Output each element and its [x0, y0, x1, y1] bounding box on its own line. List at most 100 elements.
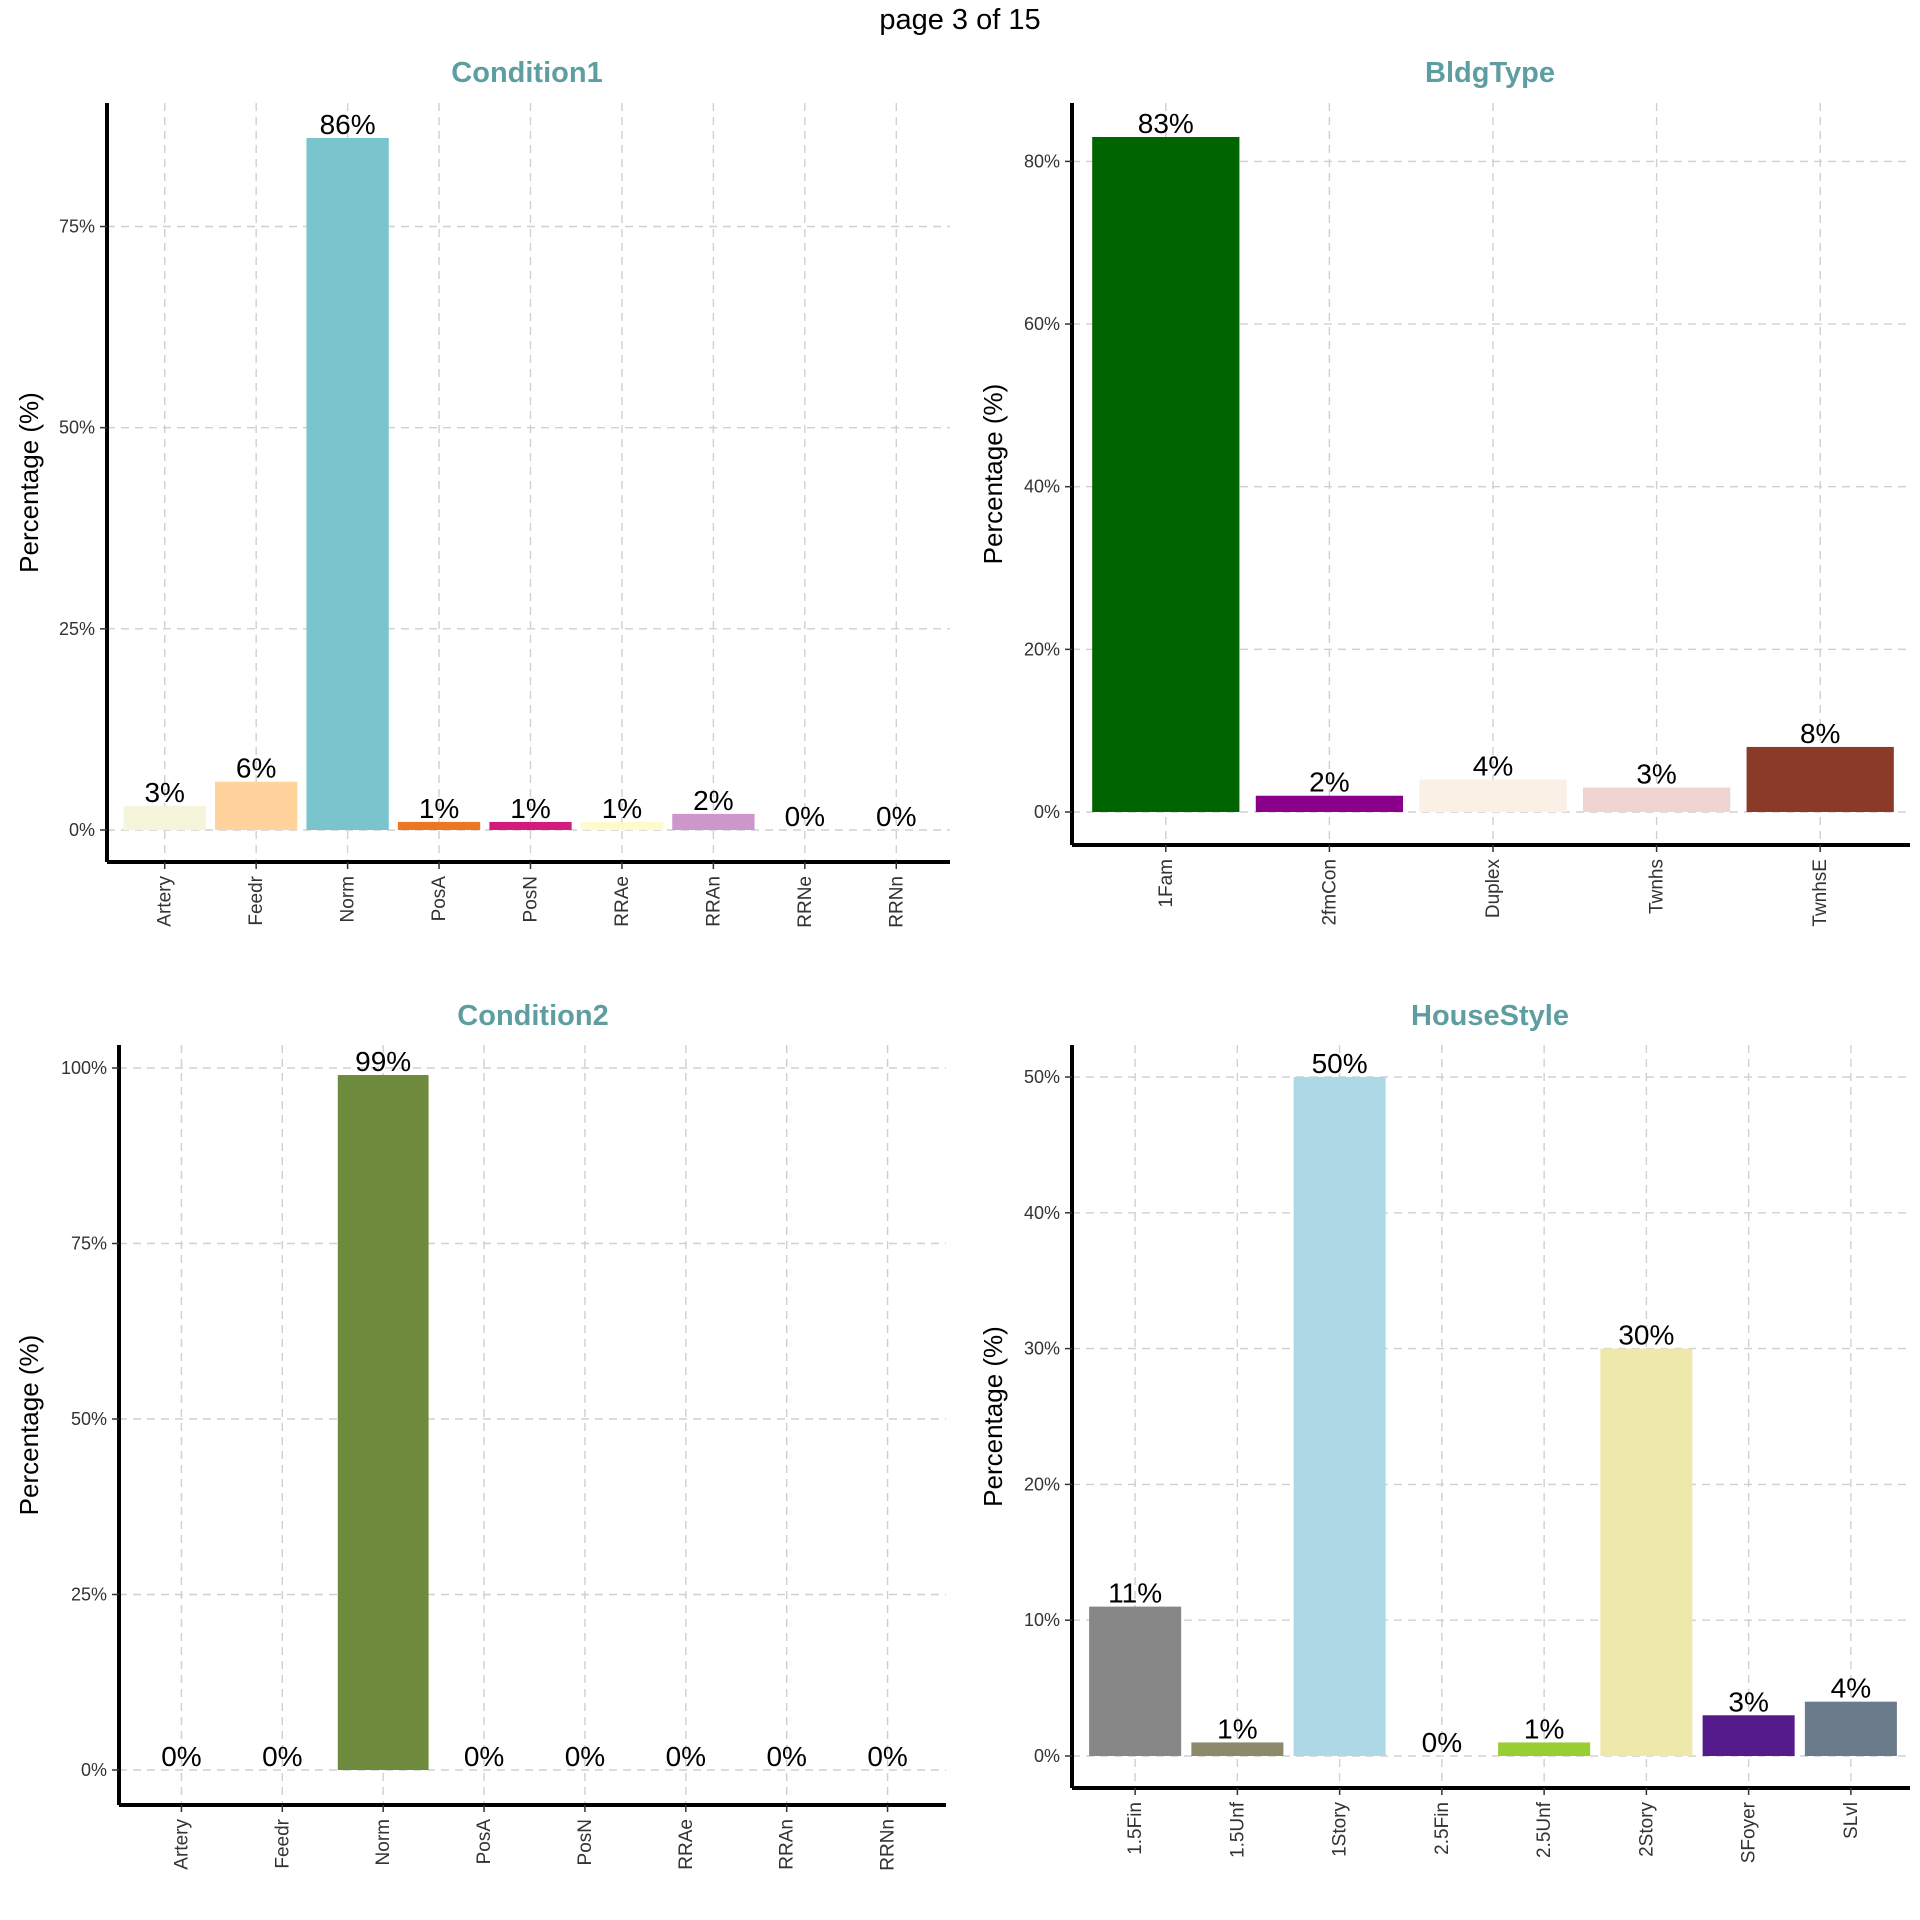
bar-duplex — [1419, 779, 1567, 812]
y-tick-label: 25% — [59, 619, 95, 639]
x-tick-label: PosA — [429, 876, 450, 922]
x-tick-label: RRNn — [878, 1819, 899, 1871]
bar-feedr — [215, 781, 298, 830]
chart-title: Condition2 — [457, 1000, 608, 1032]
data-label: 99% — [355, 1046, 411, 1077]
data-label: 0% — [876, 801, 916, 832]
bar-1fam — [1092, 137, 1240, 812]
x-tick-label: Norm — [373, 1819, 394, 1865]
y-axis-label: Percentage (%) — [978, 384, 1008, 565]
bar-rran — [672, 813, 755, 830]
y-tick-label: 75% — [71, 1234, 107, 1254]
y-tick-label: 50% — [71, 1409, 107, 1429]
y-axis-label: Percentage (%) — [978, 1326, 1008, 1507]
y-tick-label: 60% — [1024, 314, 1060, 334]
chart-panel-bldgtype: 83% 2% 4% 3% 8% 0% 20% 40% 60% 80% 1Fam 2fmCon Duple… — [978, 57, 1910, 927]
x-tick-label: Artery — [171, 1819, 192, 1870]
y-tick-label: 100% — [61, 1058, 107, 1078]
page-title: page 3 of 15 — [879, 4, 1041, 36]
data-label: 0% — [766, 1741, 806, 1772]
x-tick-label: 1Story — [1330, 1802, 1351, 1857]
x-tick-label: PosA — [474, 1819, 495, 1865]
data-label: 2% — [693, 785, 733, 816]
y-tick-label: 30% — [1024, 1339, 1060, 1359]
x-tick-label: 2.5Unf — [1534, 1801, 1555, 1858]
data-label: 1% — [602, 793, 642, 824]
data-label: 3% — [1636, 759, 1676, 790]
x-tick-label: 2Story — [1636, 1802, 1657, 1857]
y-tick-label: 0% — [81, 1760, 107, 1780]
x-tick-label: RRNe — [795, 876, 816, 928]
x-tick-label: Artery — [155, 876, 176, 927]
y-tick-label: 40% — [1024, 477, 1060, 497]
y-tick-label: 25% — [71, 1585, 107, 1605]
data-label: 0% — [464, 1741, 504, 1772]
y-tick-label: 10% — [1024, 1610, 1060, 1630]
y-tick-label: 80% — [1024, 151, 1060, 171]
x-tick-label: PosN — [521, 876, 542, 922]
data-label: 1% — [419, 793, 459, 824]
x-tick-label: RRNn — [886, 876, 907, 928]
x-tick-label: Twnhs — [1647, 859, 1668, 914]
bar-norm — [337, 1075, 429, 1770]
chart-title: BldgType — [1425, 57, 1555, 89]
data-label: 1% — [1524, 1713, 1564, 1744]
y-axis-label: Percentage (%) — [14, 1335, 44, 1516]
x-tick-label: RRAe — [676, 1819, 697, 1870]
x-tick-label: 2.5Fin — [1432, 1802, 1453, 1855]
x-tick-label: SLvl — [1841, 1802, 1862, 1839]
y-tick-label: 75% — [59, 217, 95, 237]
data-label: 0% — [262, 1741, 302, 1772]
bar-2fmcon — [1255, 795, 1404, 812]
data-label: 4% — [1831, 1673, 1871, 1704]
chart-title: Condition1 — [451, 57, 602, 89]
bar-2story — [1600, 1348, 1693, 1756]
chart-panel-housestyle: 11% 1% 50% 0% 1% 30% 3% 4% 0% 10% 20% 30% 40% 50% 1.5F… — [978, 1000, 1910, 1863]
data-label: 2% — [1309, 767, 1349, 798]
x-tick-label: Feedr — [272, 1818, 293, 1868]
data-label: 0% — [666, 1741, 706, 1772]
data-label: 83% — [1138, 108, 1194, 139]
data-label: 0% — [565, 1741, 605, 1772]
bar-posa — [397, 821, 481, 830]
x-tick-label: 1Fam — [1156, 859, 1177, 908]
data-label: 4% — [1473, 750, 1513, 781]
x-tick-label: Norm — [338, 876, 359, 922]
data-label: 50% — [1312, 1048, 1368, 1079]
bar-rrae — [580, 821, 664, 830]
x-tick-label: 1.5Fin — [1125, 1802, 1146, 1855]
x-tick-label: 1.5Unf — [1227, 1801, 1248, 1858]
bar-norm — [306, 138, 389, 830]
x-tick-label: 2fmCon — [1319, 859, 1340, 926]
bar-1story — [1293, 1077, 1386, 1756]
y-tick-label: 50% — [59, 418, 95, 438]
x-tick-label: TwnhsE — [1810, 859, 1831, 927]
chart-panel-condition2: 0% 0% 99% 0% 0% 0% 0% 0% 0% 25% 50% 75% 100% Artery Fe… — [14, 1000, 946, 1871]
x-tick-label: PosN — [575, 1819, 596, 1865]
x-tick-label: Feedr — [246, 875, 267, 925]
bar-twnhs — [1582, 787, 1731, 812]
data-label: 0% — [867, 1741, 907, 1772]
chart-panel-condition1: 3% 6% 86% 1% 1% 1% 2% 0% 0% 0% 25% 50% 75% Artery Feed… — [14, 57, 950, 928]
data-label: 1% — [1217, 1713, 1257, 1744]
data-label: 30% — [1618, 1320, 1674, 1351]
bar-posn — [489, 821, 572, 830]
y-tick-label: 0% — [1034, 1746, 1060, 1766]
x-tick-label: RRAn — [703, 876, 724, 927]
bar-slvl — [1804, 1701, 1897, 1756]
data-label: 86% — [320, 109, 376, 140]
y-tick-label: 20% — [1024, 639, 1060, 659]
y-tick-label: 50% — [1024, 1067, 1060, 1087]
x-tick-label: Duplex — [1483, 859, 1504, 919]
bar-twnhse — [1746, 746, 1894, 812]
y-axis-label: Percentage (%) — [14, 392, 44, 573]
y-tick-label: 0% — [1034, 802, 1060, 822]
bar-1.5fin — [1089, 1606, 1182, 1756]
bar-artery — [123, 805, 206, 830]
data-label: 11% — [1108, 1578, 1162, 1609]
data-label: 1% — [510, 793, 550, 824]
chart-title: HouseStyle — [1411, 1000, 1569, 1032]
y-tick-label: 0% — [69, 820, 95, 840]
data-label: 0% — [1422, 1727, 1462, 1758]
